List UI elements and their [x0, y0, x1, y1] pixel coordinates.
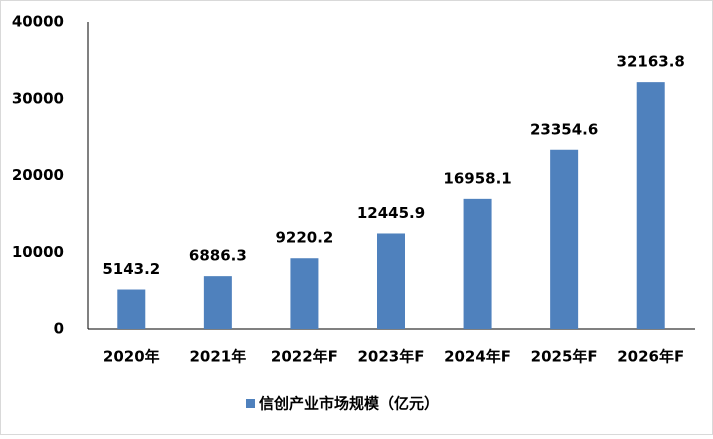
- data-label: 32163.8: [617, 53, 685, 71]
- legend-swatch: [246, 399, 255, 408]
- bar: [203, 276, 232, 329]
- y-tick-label: 10000: [12, 243, 64, 261]
- x-tick-label: 2021年: [189, 348, 246, 366]
- data-label: 12445.9: [357, 204, 425, 222]
- y-tick-label: 20000: [12, 166, 64, 184]
- bar: [377, 233, 405, 329]
- bar: [290, 258, 319, 329]
- y-tick-label: 30000: [12, 89, 64, 107]
- x-tick-label: 2026年F: [617, 348, 684, 366]
- x-tick-label: 2024年F: [444, 348, 511, 366]
- data-label: 16958.1: [443, 169, 511, 187]
- x-tick-label: 2025年F: [531, 348, 598, 366]
- y-tick-label: 40000: [12, 13, 64, 31]
- data-label: 9220.2: [275, 229, 333, 247]
- x-tick-label: 2022年F: [271, 348, 338, 366]
- x-tick-label: 2020年: [103, 348, 160, 366]
- legend-label: 信创产业市场规模（亿元）: [259, 395, 439, 413]
- y-tick-label: 0: [54, 320, 64, 338]
- data-label: 5143.2: [102, 260, 160, 278]
- bar: [463, 198, 492, 329]
- data-label: 6886.3: [189, 247, 247, 265]
- data-label: 23354.6: [530, 120, 598, 138]
- bar: [636, 82, 665, 329]
- bar: [550, 149, 579, 329]
- x-tick-label: 2023年F: [358, 348, 425, 366]
- bar: [117, 289, 146, 329]
